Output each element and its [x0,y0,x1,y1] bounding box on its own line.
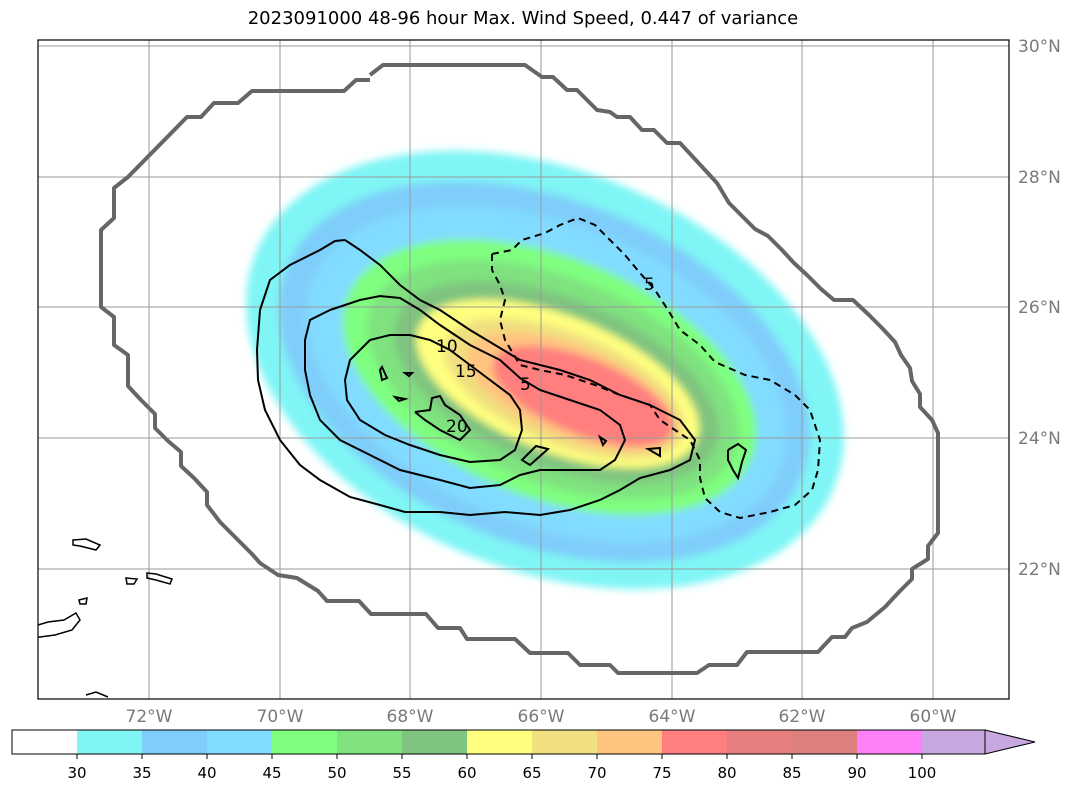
contour-label-dashed-5: 5 [644,275,655,295]
colorbar-cell [77,730,142,754]
colorbar-cell [532,730,597,754]
graticule [38,40,1009,699]
colorbar-tick-label: 80 [717,764,736,782]
colorbar-tick-label: 100 [908,764,937,782]
island-f [85,691,109,698]
colorbar-cell [792,730,857,754]
contour-label-5: 5 [520,375,531,395]
colorbar-tick-label: 65 [522,764,541,782]
colorbar-tick-label: 75 [652,764,671,782]
island-c [146,572,173,585]
lat-label-30n: 30°N [1018,37,1061,57]
contour-20 [414,394,472,442]
colorbar-cells [12,730,985,754]
contour-label-20: 20 [446,417,468,437]
colorbar-cell [662,730,727,754]
lon-label-62w: 62°W [779,707,826,727]
colorbar-cell [12,730,77,754]
lon-label-72w: 72°W [126,707,173,727]
contour-island-5 [644,446,661,458]
lon-label-70w: 70°W [257,707,304,727]
colorbar: 30 35 40 45 50 55 60 65 70 75 80 85 90 100 [11,729,1036,782]
lon-label-64w: 64°W [649,707,696,727]
map-frame [37,39,1010,700]
colorbar-tick-label: 45 [262,764,281,782]
outer-boundary [99,63,940,675]
colorbar-cell [857,730,922,754]
dashed-contour-small [727,442,748,481]
colorbar-cell [597,730,662,754]
colorbar-tick-label: 40 [197,764,216,782]
colorbar-tick-label: 35 [132,764,151,782]
contour-island-6 [520,444,551,467]
contour-label-10: 10 [436,337,458,357]
colorbar-cell [337,730,402,754]
coastlines [37,538,173,698]
colorbar-outline [11,729,985,755]
contour-island-3 [391,395,409,403]
lon-label-66w: 66°W [518,707,565,727]
longitude-labels: 72°W 70°W 68°W 66°W 64°W 62°W 60°W [126,707,957,727]
colorbar-tick-label: 85 [782,764,801,782]
colorbar-cell [142,730,207,754]
contour-island-4 [597,434,608,448]
lat-label-28n: 28°N [1018,168,1061,188]
colorbar-cell [727,730,792,754]
colorbar-tick-label: 50 [327,764,346,782]
island-e [37,611,81,638]
band-75-80 [492,345,674,447]
lat-label-22n: 22°N [1018,560,1061,580]
lon-label-60w: 60°W [910,707,957,727]
island-b [125,577,139,585]
contour-label-15: 15 [455,362,477,382]
solid-contours [255,239,697,517]
colorbar-extend-arrow [984,729,1036,755]
colorbar-tick-label: 30 [67,764,86,782]
colorbar-cell [207,730,272,754]
colorbar-cell [922,730,985,754]
colorbar-tick-label: 60 [457,764,476,782]
colorbar-cell [467,730,532,754]
contour-island-2 [402,372,415,378]
colorbar-tick-label: 55 [392,764,411,782]
colorbar-tick-label: 70 [587,764,606,782]
contour-island-1 [378,364,389,382]
colorbar-ticks: 30 35 40 45 50 55 60 65 70 75 80 85 90 100 [67,754,936,782]
lon-label-68w: 68°W [387,707,434,727]
dashed-contour [491,216,822,520]
latitude-labels: 30°N 28°N 26°N 24°N 22°N [1018,37,1061,580]
lat-label-26n: 26°N [1018,298,1061,318]
contour-15 [343,334,524,464]
contour-10 [304,294,627,490]
map-title: 2023091000 48-96 hour Max. Wind Speed, 0… [247,8,799,29]
contour-5-solid [255,239,697,517]
lat-label-24n: 24°N [1018,429,1061,449]
colorbar-cell [272,730,337,754]
island-a [72,538,102,551]
colorbar-cell [402,730,467,754]
colorbar-tick-label: 90 [847,764,866,782]
island-d [78,596,88,605]
